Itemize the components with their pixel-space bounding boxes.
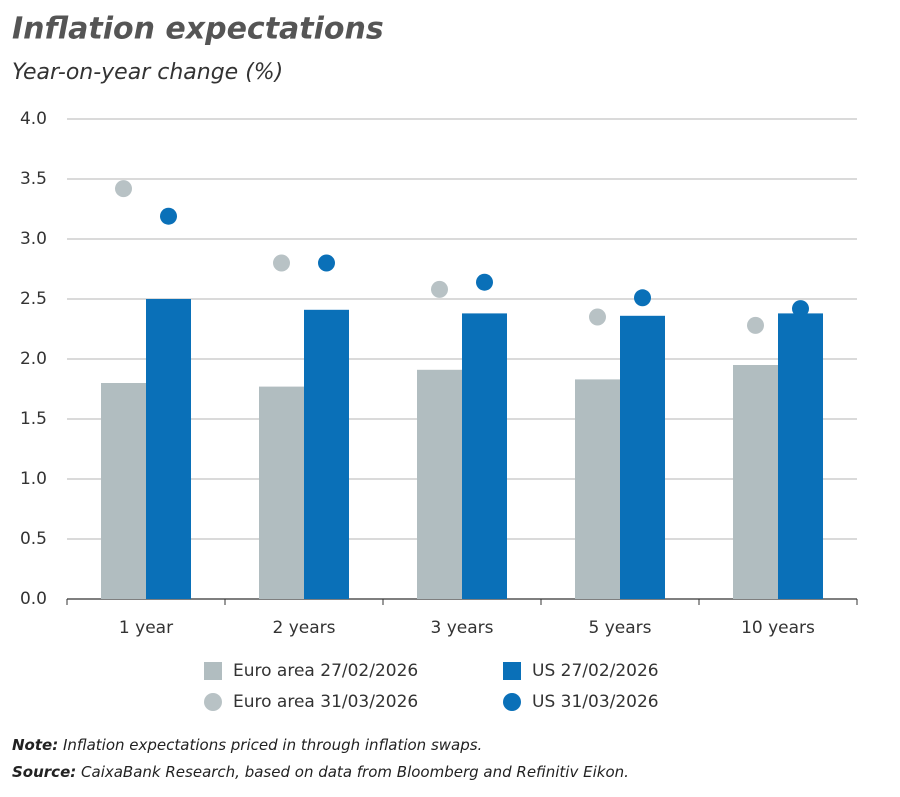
bar bbox=[304, 309, 349, 599]
note: Note: Inflation expectations priced in t… bbox=[12, 736, 482, 754]
dot bbox=[273, 254, 290, 272]
chart-subtitle: Year-on-year change (%) bbox=[12, 60, 283, 85]
dot bbox=[160, 207, 177, 225]
legend-swatch bbox=[503, 662, 521, 680]
note-text: Inflation expectations priced in through… bbox=[63, 736, 482, 754]
dot bbox=[589, 308, 606, 326]
bar bbox=[778, 313, 823, 599]
dot bbox=[431, 280, 448, 298]
source-text: CaixaBank Research, based on data from B… bbox=[81, 763, 629, 781]
source-label: Source: bbox=[12, 763, 76, 781]
bar bbox=[620, 315, 665, 599]
dot bbox=[747, 316, 764, 334]
bar bbox=[462, 313, 507, 599]
bar bbox=[101, 383, 146, 599]
bar bbox=[733, 365, 778, 599]
bar bbox=[259, 386, 304, 599]
y-tick-label: 1.0 bbox=[20, 469, 47, 489]
legend-label: US 27/02/2026 bbox=[532, 661, 659, 681]
x-tick-label: 10 years bbox=[741, 618, 815, 638]
y-tick-label: 1.5 bbox=[20, 409, 47, 429]
dot bbox=[476, 273, 493, 291]
legend-swatch bbox=[503, 693, 521, 711]
bar bbox=[146, 299, 191, 599]
dot bbox=[634, 289, 651, 307]
x-tick-label: 3 years bbox=[430, 618, 493, 638]
chart-title: Inflation expectations bbox=[12, 12, 384, 47]
x-tick-label: 5 years bbox=[588, 618, 651, 638]
y-tick-label: 0.0 bbox=[20, 589, 47, 609]
dot bbox=[115, 180, 132, 198]
legend-swatch bbox=[204, 662, 222, 680]
dot bbox=[792, 300, 809, 318]
note-label: Note: bbox=[12, 736, 58, 754]
y-tick-label: 0.5 bbox=[20, 529, 47, 549]
dot bbox=[318, 254, 335, 272]
bar bbox=[417, 369, 462, 599]
x-tick-label: 1 year bbox=[119, 618, 173, 638]
x-tick-label: 2 years bbox=[272, 618, 335, 638]
legend-label: Euro area 31/03/2026 bbox=[233, 692, 418, 712]
legend-swatch bbox=[204, 693, 222, 711]
bar bbox=[575, 379, 620, 599]
y-tick-label: 2.5 bbox=[20, 289, 47, 309]
y-tick-label: 4.0 bbox=[20, 109, 47, 129]
legend-label: US 31/03/2026 bbox=[532, 692, 659, 712]
source: Source: CaixaBank Research, based on dat… bbox=[12, 763, 629, 781]
legend-label: Euro area 27/02/2026 bbox=[233, 661, 418, 681]
y-tick-label: 3.5 bbox=[20, 169, 47, 189]
y-tick-label: 2.0 bbox=[20, 349, 47, 369]
y-tick-label: 3.0 bbox=[20, 229, 47, 249]
